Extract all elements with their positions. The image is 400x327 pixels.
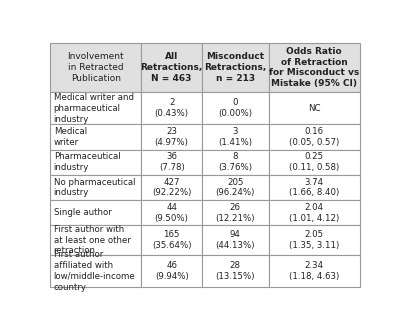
Bar bbox=[50, 150, 142, 175]
Text: 0.16
(0.05, 0.57): 0.16 (0.05, 0.57) bbox=[289, 127, 339, 147]
Bar bbox=[268, 226, 360, 255]
Text: 2.34
(1.18, 4.63): 2.34 (1.18, 4.63) bbox=[289, 261, 339, 281]
Text: 3.74
(1.66, 8.40): 3.74 (1.66, 8.40) bbox=[289, 178, 339, 198]
Bar bbox=[50, 125, 142, 150]
Bar bbox=[142, 175, 202, 200]
Text: No pharmaceutical
industry: No pharmaceutical industry bbox=[54, 178, 135, 198]
Text: Involvement
in Retracted
Publication: Involvement in Retracted Publication bbox=[68, 52, 124, 83]
Bar bbox=[142, 150, 202, 175]
Text: 2.04
(1.01, 4.12): 2.04 (1.01, 4.12) bbox=[289, 203, 339, 223]
Text: All
Retractions,
N = 463: All Retractions, N = 463 bbox=[140, 52, 203, 83]
Text: Pharmaceutical
industry: Pharmaceutical industry bbox=[54, 152, 120, 172]
Bar bbox=[50, 255, 142, 287]
Text: Medical
writer: Medical writer bbox=[54, 127, 87, 147]
Bar bbox=[50, 175, 142, 200]
Text: Misconduct
Retractions,
n = 213: Misconduct Retractions, n = 213 bbox=[204, 52, 266, 83]
Bar bbox=[50, 43, 142, 92]
Bar bbox=[268, 43, 360, 92]
Text: 46
(9.94%): 46 (9.94%) bbox=[155, 261, 188, 281]
Text: First author with
at least one other
retraction: First author with at least one other ret… bbox=[54, 225, 130, 255]
Bar bbox=[268, 150, 360, 175]
Text: 94
(44.13%): 94 (44.13%) bbox=[216, 230, 255, 250]
Text: 36
(7.78): 36 (7.78) bbox=[159, 152, 184, 172]
Text: 2.05
(1.35, 3.11): 2.05 (1.35, 3.11) bbox=[289, 230, 339, 250]
Text: 0.25
(0.11, 0.58): 0.25 (0.11, 0.58) bbox=[289, 152, 339, 172]
Bar bbox=[202, 43, 268, 92]
Text: 26
(12.21%): 26 (12.21%) bbox=[216, 203, 255, 223]
Text: Medical writer and
pharmaceutical
industry: Medical writer and pharmaceutical indust… bbox=[54, 93, 134, 124]
Text: Odds Ratio
of Retraction
for Misconduct vs
Mistake (95% CI): Odds Ratio of Retraction for Misconduct … bbox=[269, 47, 359, 88]
Bar bbox=[268, 255, 360, 287]
Text: 165
(35.64%): 165 (35.64%) bbox=[152, 230, 192, 250]
Bar bbox=[268, 200, 360, 226]
Bar bbox=[50, 92, 142, 125]
Text: 44
(9.50%): 44 (9.50%) bbox=[155, 203, 189, 223]
Bar bbox=[142, 255, 202, 287]
Bar bbox=[142, 200, 202, 226]
Bar bbox=[142, 125, 202, 150]
Bar bbox=[202, 226, 268, 255]
Text: First author
affiliated with
low/middle-income
country: First author affiliated with low/middle-… bbox=[54, 250, 136, 292]
Bar bbox=[142, 226, 202, 255]
Text: 3
(1.41%): 3 (1.41%) bbox=[218, 127, 252, 147]
Text: 205
(96.24%): 205 (96.24%) bbox=[216, 178, 255, 198]
Bar bbox=[50, 200, 142, 226]
Bar bbox=[202, 175, 268, 200]
Text: 23
(4.97%): 23 (4.97%) bbox=[155, 127, 189, 147]
Bar bbox=[268, 125, 360, 150]
Bar bbox=[268, 175, 360, 200]
Text: 0
(0.00%): 0 (0.00%) bbox=[218, 98, 252, 118]
Bar bbox=[202, 92, 268, 125]
Bar bbox=[142, 92, 202, 125]
Bar bbox=[202, 150, 268, 175]
Bar bbox=[202, 200, 268, 226]
Text: Single author: Single author bbox=[54, 208, 112, 217]
Text: NC: NC bbox=[308, 104, 320, 113]
Bar bbox=[268, 92, 360, 125]
Bar bbox=[202, 125, 268, 150]
Bar bbox=[142, 43, 202, 92]
Text: 2
(0.43%): 2 (0.43%) bbox=[155, 98, 189, 118]
Bar bbox=[50, 226, 142, 255]
Text: 28
(13.15%): 28 (13.15%) bbox=[216, 261, 255, 281]
Text: 427
(92.22%): 427 (92.22%) bbox=[152, 178, 191, 198]
Text: 8
(3.76%): 8 (3.76%) bbox=[218, 152, 252, 172]
Bar bbox=[202, 255, 268, 287]
